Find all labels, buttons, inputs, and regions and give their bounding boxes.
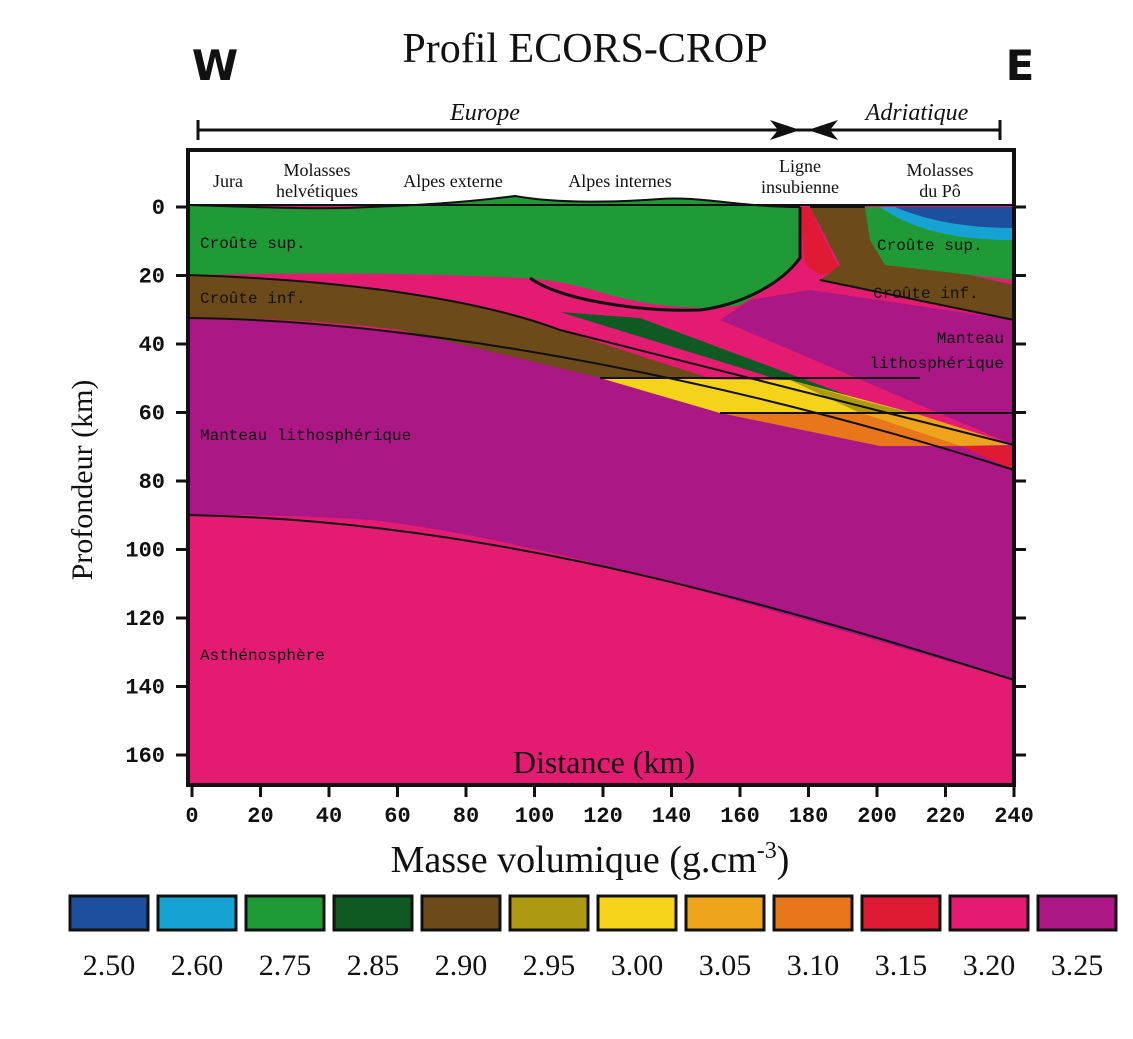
region-molasses-po-line2: du Pô: [919, 181, 961, 201]
legend-swatch: [420, 894, 502, 932]
label-manteau-east-1: Manteau: [937, 330, 1004, 348]
region-alpes-externe: Alpes externe: [403, 171, 502, 191]
diagram-title: Profil ECORS-CROP: [402, 26, 767, 72]
legend-swatch: [772, 894, 854, 932]
legend-swatch: [684, 894, 766, 932]
x-tick-label: 100: [515, 804, 555, 829]
plate-europe-label: Europe: [449, 100, 520, 126]
label-croute-inf-east: Croûte inf.: [873, 285, 979, 303]
legend-title: Masse volumique (g.cm-3): [391, 838, 790, 881]
slab-orange-light: [860, 413, 1014, 446]
x-tick-label: 240: [994, 804, 1034, 829]
legend-swatch: [860, 894, 942, 932]
y-tick-label: 40: [139, 333, 165, 358]
legend-swatch: [1036, 894, 1118, 932]
x-tick-label: 120: [583, 804, 623, 829]
region-molasses-helvetiques-line2: helvétiques: [276, 181, 358, 201]
x-tick-label: 220: [926, 804, 966, 829]
x-tick-label: 140: [652, 804, 692, 829]
arrow-head-east-icon: [770, 120, 800, 140]
label-croute-sup-east: Croûte sup.: [877, 237, 983, 255]
layer-croute-sup-west: [188, 196, 800, 308]
x-tick-label: 0: [185, 804, 198, 829]
slab-orange: [720, 413, 960, 446]
legend-title-main: Masse volumique (g.cm: [391, 839, 757, 881]
legend-value: 3.05: [699, 949, 752, 982]
x-tick-label: 180: [789, 804, 829, 829]
region-molasses-po-line1: Molasses: [907, 160, 974, 180]
y-tick-label: 140: [125, 676, 165, 701]
layer-molasses-po-blue: [895, 207, 1014, 228]
x-tick-label: 20: [247, 804, 273, 829]
y-tick-label: 80: [139, 470, 165, 495]
region-alpes-internes: Alpes internes: [568, 171, 671, 191]
x-tick-label: 200: [857, 804, 897, 829]
legend-swatch: [508, 894, 590, 932]
legend-swatch: [156, 894, 238, 932]
legend-value: 2.85: [347, 949, 400, 982]
label-manteau-west: Manteau lithosphérique: [200, 427, 411, 445]
y-tick-label: 120: [125, 607, 165, 632]
slab-olive: [790, 380, 920, 415]
region-ligne-insubienne-line2: insubienne: [761, 177, 839, 197]
x-axis-label: Distance (km): [513, 744, 695, 780]
region-molasses-helvetiques-line1: Molasses: [284, 160, 351, 180]
legend-value: 2.50: [83, 949, 136, 982]
legend-value: 3.00: [611, 949, 664, 982]
x-tick-label: 40: [316, 804, 342, 829]
legend-value: 2.90: [435, 949, 488, 982]
layer-manteau-east: [720, 290, 1014, 445]
slab-yellow: [600, 378, 920, 415]
y-tick-label: 60: [139, 402, 165, 427]
label-manteau-east-2: lithosphérique: [870, 355, 1004, 373]
legend-value: 3.15: [875, 949, 928, 982]
x-tick-label: 60: [384, 804, 410, 829]
legend-value: 3.10: [787, 949, 840, 982]
slab-red: [960, 446, 1014, 470]
y-tick-label: 160: [125, 744, 165, 769]
legend-swatch: [244, 894, 326, 932]
y-tick-label: 100: [125, 539, 165, 564]
legend-title-end: ): [777, 839, 790, 881]
region-ligne-insubienne-line1: Ligne: [779, 156, 821, 176]
y-tick-label: 20: [139, 265, 165, 290]
legend-value: 2.60: [171, 949, 224, 982]
legend-value: 2.95: [523, 949, 576, 982]
label-asthenosphere: Asthénosphère: [200, 647, 325, 665]
y-tick-label: 0: [152, 196, 165, 221]
plot-frame: [186, 148, 1016, 787]
legend-value: 2.75: [259, 949, 312, 982]
west-label: W: [192, 41, 238, 90]
plate-adriatique-label: Adriatique: [864, 100, 969, 126]
x-axis-ticks: 0 20 40 60 80 100 120 140 160 180 200 220 240: [185, 785, 1034, 829]
arrow-head-west-icon: [808, 120, 838, 140]
legend-swatch: [332, 894, 414, 932]
east-label: E: [1006, 41, 1035, 90]
legend-swatch: [948, 894, 1030, 932]
label-croute-sup-west: Croûte sup.: [200, 235, 306, 253]
legend-swatch: [596, 894, 678, 932]
y-axis-label: Profondeur (km): [66, 380, 99, 581]
label-croute-inf-west: Croûte inf.: [200, 290, 306, 308]
layer-ligne-insubienne-red: [800, 207, 840, 275]
density-legend: 2.50 2.60 2.75 2.85 2.90 2.95 3.00 3.05 3.10 3.15…: [68, 894, 1118, 982]
plot-area: [187, 194, 1015, 785]
plate-convergence-arrow: [196, 120, 1002, 140]
x-tick-label: 160: [720, 804, 760, 829]
legend-title-sup: -3: [757, 838, 777, 864]
legend-value: 3.20: [963, 949, 1016, 982]
legend-swatch: [68, 894, 150, 932]
y-axis-ticks: 0 20 40 60 80 100 120 140 160: [125, 196, 1026, 769]
x-tick-label: 80: [453, 804, 479, 829]
legend-value: 3.25: [1051, 949, 1104, 982]
region-jura: Jura: [213, 171, 243, 191]
